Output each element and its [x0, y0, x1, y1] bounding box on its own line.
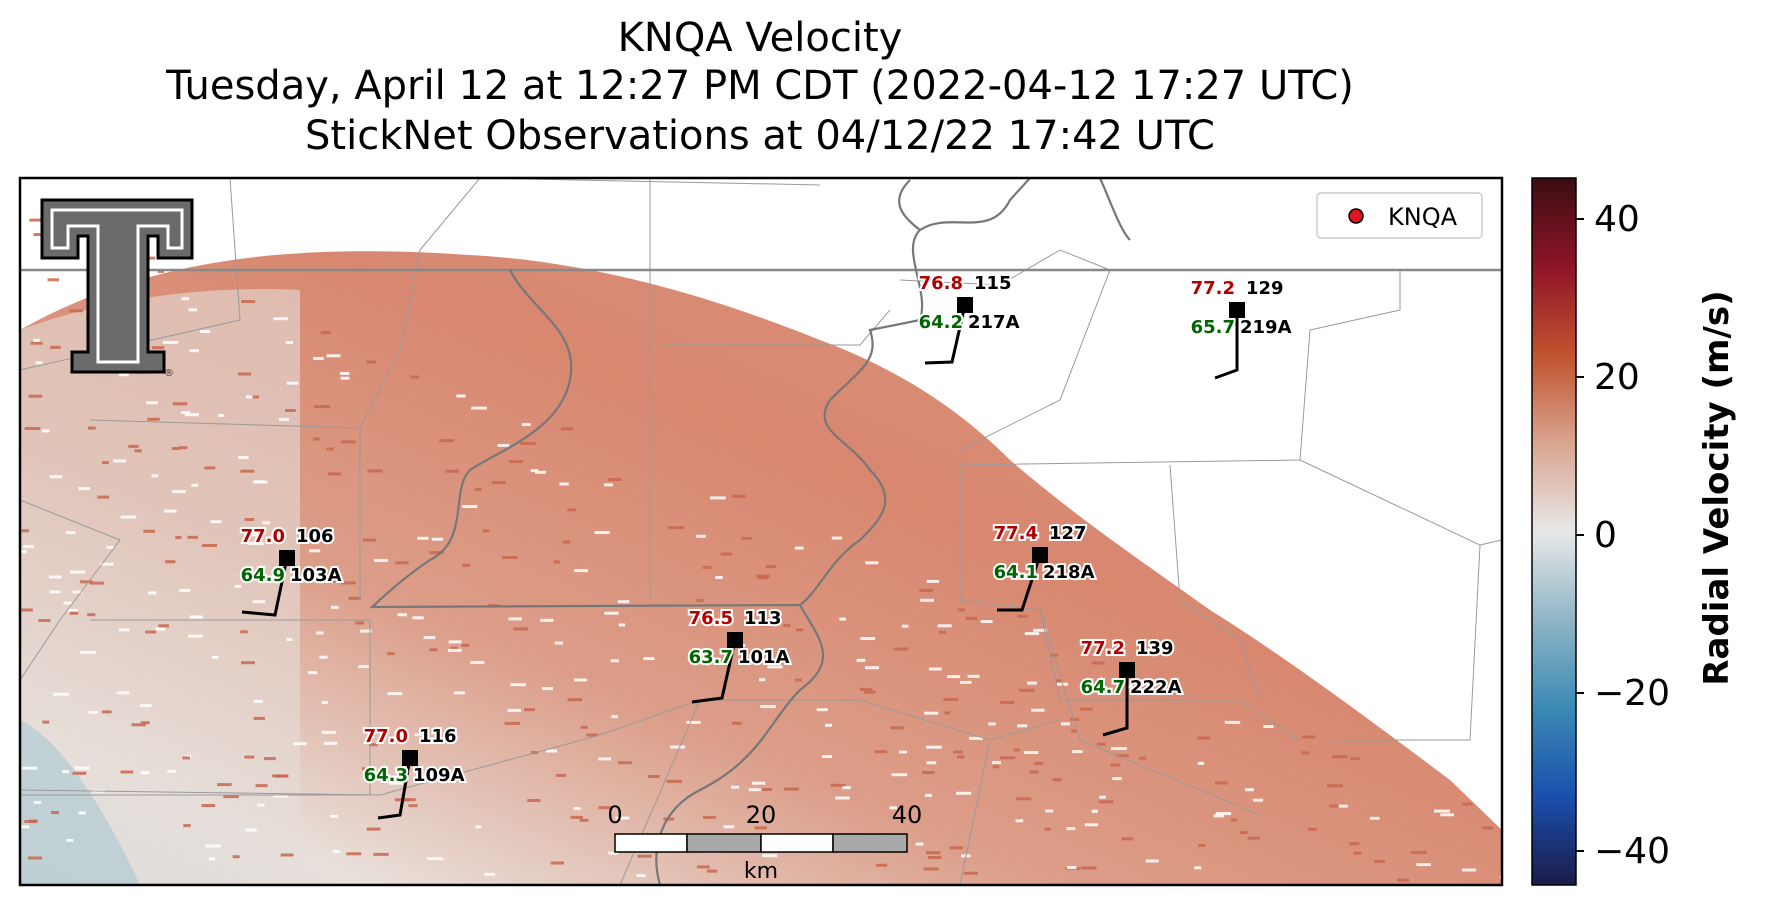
station-dewpoint: 64.9 [241, 565, 285, 586]
station-dewpoint: 64.1 [994, 562, 1038, 583]
station-218A: 77.4 127 64.1 218A [992, 521, 1097, 612]
colorbar-tick-label: 20 [1594, 357, 1640, 398]
echo-region-main [20, 251, 1502, 885]
scale-unit: km [744, 859, 778, 884]
scale-tick-40: 40 [892, 801, 923, 829]
station-id: 219A [1240, 317, 1292, 338]
rivers [369, 178, 1131, 885]
station-id: 103A [290, 565, 342, 586]
logo-mark: ® [164, 368, 174, 379]
station-marker-icon [1229, 302, 1245, 318]
station-marker-icon [957, 297, 973, 313]
station-id: 109A [413, 765, 465, 786]
station-marker-icon [402, 750, 418, 766]
station-temp: 76.8 [919, 273, 963, 294]
station-pressure: 115 [974, 273, 1012, 294]
wind-barb-icon [691, 639, 737, 704]
colorbar-label-text: Radial Velocity (m/s) [1697, 290, 1737, 685]
station-dewpoint: 64.7 [1081, 677, 1125, 698]
station-103A: 77.0 106 64.9 103A [239, 524, 344, 617]
station-pressure: 116 [419, 726, 457, 747]
station-temp: 77.0 [241, 526, 285, 547]
station-217A: 76.8 115 64.2 217A [917, 271, 1022, 365]
station-temp: 77.4 [994, 523, 1038, 544]
map-subtitle-obs: StickNet Observations at 04/12/22 17:42 … [305, 113, 1215, 159]
wind-barb-icon [924, 304, 967, 365]
map-legend: KNQA [1316, 192, 1483, 239]
colorbar-label: Radial Velocity (m/s) [1697, 290, 1737, 685]
echo-speckle [20, 216, 1502, 882]
station-temp: 76.5 [689, 608, 733, 629]
colorbar: 40 20 0 −20 −40 [1531, 177, 1670, 886]
station-109A: 77.0 116 64.3 109A [362, 724, 467, 820]
station-marker-icon [1119, 662, 1135, 678]
station-id: 218A [1043, 562, 1095, 583]
echo-region-weak [20, 289, 300, 885]
station-dewpoint: 64.3 [364, 765, 408, 786]
knqa-marker-icon [1348, 208, 1364, 224]
map-title: KNQA Velocity [617, 15, 903, 61]
double-t-logo: ® [40, 198, 194, 379]
wind-barb-icon [997, 554, 1042, 612]
scale-tick-0: 0 [607, 801, 622, 829]
station-id: 222A [1130, 677, 1182, 698]
station-marker-icon [727, 632, 743, 648]
colorbar-tick-label: −20 [1594, 673, 1670, 714]
station-222A: 77.2 139 64.7 222A [1079, 636, 1184, 737]
station-temp: 77.0 [364, 726, 408, 747]
map-subtitle-time: Tuesday, April 12 at 12:27 PM CDT (2022-… [166, 63, 1354, 109]
station-temp: 77.2 [1191, 278, 1235, 299]
wind-barb-icon [1102, 670, 1129, 737]
echo-region-inbound [20, 720, 140, 885]
county-boundaries [20, 178, 1502, 885]
station-pressure: 139 [1136, 638, 1174, 659]
wind-barb-icon [377, 757, 412, 820]
station-pressure: 127 [1049, 523, 1087, 544]
legend-label: KNQA [1388, 203, 1458, 231]
station-marker-icon [1032, 547, 1048, 563]
scale-tick-20: 20 [746, 801, 777, 829]
station-id: 101A [738, 647, 790, 668]
station-dewpoint: 65.7 [1191, 317, 1235, 338]
station-pressure: 106 [296, 526, 334, 547]
station-pressure: 113 [744, 608, 782, 629]
wind-barb-icon [1214, 310, 1239, 380]
colorbar-tick-label: −40 [1594, 831, 1670, 872]
colorbar-gradient [1531, 177, 1577, 886]
map-frame [18, 176, 1504, 887]
station-101A: 76.5 113 63.7 101A [687, 606, 792, 704]
scale-bar: 0 20 40 km [607, 801, 922, 884]
station-219A: 77.2 129 65.7 219A [1189, 276, 1294, 380]
station-pressure: 129 [1246, 278, 1284, 299]
station-temp: 77.2 [1081, 638, 1125, 659]
colorbar-tick-label: 40 [1594, 199, 1640, 240]
station-dewpoint: 64.2 [919, 312, 963, 333]
wind-barb-icon [241, 557, 289, 617]
colorbar-tick-label: 0 [1594, 515, 1617, 556]
station-marker-icon [279, 550, 295, 566]
station-dewpoint: 63.7 [689, 647, 733, 668]
station-id: 217A [968, 312, 1020, 333]
